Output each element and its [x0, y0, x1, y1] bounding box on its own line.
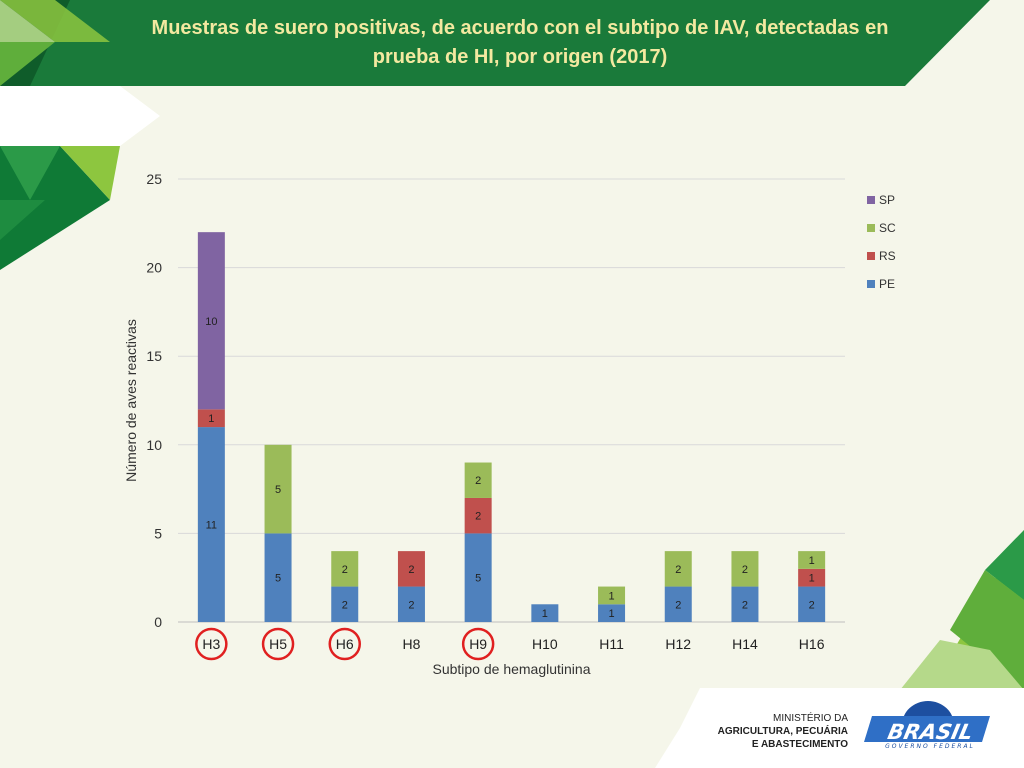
highlight-circle [195, 627, 228, 661]
legend-swatch-pe [867, 280, 875, 288]
left-facets [60, 146, 120, 200]
data-label: 2 [675, 599, 681, 611]
legend-swatch-rs [867, 252, 875, 260]
x-tick-label: H14 [732, 636, 758, 652]
bar-segment-pe-h11 [598, 604, 626, 622]
y-tick-label: 20 [146, 260, 162, 276]
brasil-logo-tagline: GOVERNO FEDERAL [885, 743, 975, 750]
corner-tile [0, 42, 55, 86]
corner-tile [0, 0, 110, 42]
data-label: 2 [408, 599, 414, 611]
y-tick-label: 25 [146, 171, 162, 187]
slide-title: Muestras de suero positivas, de acuerdo … [151, 17, 889, 68]
bar-segment-sc-h14 [731, 551, 759, 587]
x-tick-label: H16 [799, 636, 825, 652]
data-label: 10 [205, 316, 217, 328]
y-tick-label: 5 [154, 525, 162, 541]
brasil-logo: BRASIL GOVERNO FEDERAL [864, 701, 995, 750]
left-facets [0, 200, 45, 240]
bar-segment-pe-h14 [731, 586, 759, 622]
corner-tile [0, 0, 55, 42]
right-facets [985, 530, 1024, 600]
white-arrow-panel [0, 86, 160, 146]
bar-segment-sc-h5 [264, 444, 292, 534]
highlight-circle [461, 627, 495, 661]
bar-segment-sp-h3 [197, 232, 225, 410]
bar-segment-pe-h12 [664, 586, 692, 622]
right-facets [900, 640, 1024, 690]
x-tick-label: H5 [269, 636, 287, 652]
bar-segment-rs-h9 [464, 497, 492, 534]
right-facets [950, 570, 1024, 690]
x-tick-label: H12 [665, 636, 691, 652]
ministry-line-1: MINISTÉRIO DA [772, 713, 848, 724]
bar-segment-sc-h12 [664, 551, 692, 587]
bar-segment-pe-h9 [464, 533, 492, 622]
legend-label-rs: RS [879, 249, 896, 263]
data-label: 2 [342, 564, 348, 576]
x-axis-title: Subtipo de hemaglutinina [432, 661, 590, 677]
bar-segment-sc-h11 [598, 586, 626, 605]
legend-label-sc: SC [879, 221, 896, 235]
data-label: 5 [275, 573, 281, 585]
highlight-circle [328, 627, 361, 661]
data-label: 1 [809, 573, 815, 585]
data-label: 2 [342, 599, 348, 611]
bar-segment-sc-h6 [331, 551, 359, 587]
bar-segment-pe-h10 [531, 604, 559, 622]
legend-swatch-sp [867, 196, 875, 204]
bar-segment-pe-h6 [331, 586, 359, 622]
legend-label-pe: PE [879, 277, 895, 291]
bar-segment-pe-h3 [197, 427, 225, 622]
bar-segment-sc-h16 [798, 551, 826, 569]
data-label: 2 [475, 511, 481, 523]
data-label: 11 [206, 520, 217, 532]
data-label: 2 [475, 475, 481, 487]
highlight-circle [261, 627, 295, 661]
bar-segment-sc-h9 [464, 462, 492, 498]
x-tick-label: H9 [469, 636, 487, 652]
x-tick-label: H11 [599, 636, 624, 652]
left-facets [0, 146, 60, 200]
y-tick-label: 10 [146, 437, 162, 453]
x-tick-label: H3 [202, 636, 220, 652]
bar-segment-rs-h8 [397, 551, 425, 587]
legend-swatch-sc [867, 224, 875, 232]
bar-segment-pe-h8 [397, 586, 425, 622]
bar-segment-pe-h16 [798, 586, 826, 622]
x-tick-label: H10 [532, 636, 558, 652]
data-label: 2 [742, 599, 748, 611]
data-label: 1 [608, 608, 614, 620]
bar-segment-pe-h5 [264, 533, 292, 622]
data-label: 2 [742, 564, 748, 576]
x-tick-label: H6 [336, 636, 354, 652]
data-label: 2 [408, 564, 414, 576]
y-tick-label: 15 [146, 348, 162, 364]
x-tick-label: H8 [402, 636, 420, 652]
brasil-logo-text: BRASIL [885, 720, 975, 745]
ministry-line-3: E ABASTECIMENTO [751, 739, 848, 750]
data-label: 1 [542, 608, 548, 620]
ministry-line-2: AGRICULTURA, PECUÁRIA [717, 726, 848, 737]
data-label: 2 [809, 599, 815, 611]
y-tick-label: 0 [154, 614, 162, 630]
data-label: 5 [475, 573, 481, 585]
data-label: 2 [675, 564, 681, 576]
bar-segment-rs-h3 [197, 409, 225, 428]
bar-segment-rs-h16 [798, 568, 826, 587]
data-label: 1 [208, 413, 214, 425]
y-axis-title: Número de aves reactivas [123, 319, 139, 482]
title-banner [0, 0, 990, 86]
data-label: 5 [275, 484, 281, 496]
data-label: 1 [608, 590, 614, 602]
legend-label-sp: SP [879, 193, 895, 207]
data-label: 1 [809, 555, 815, 567]
ministry-logo-text: MINISTÉRIO DA AGRICULTURA, PECUÁRIA E AB… [700, 712, 848, 751]
